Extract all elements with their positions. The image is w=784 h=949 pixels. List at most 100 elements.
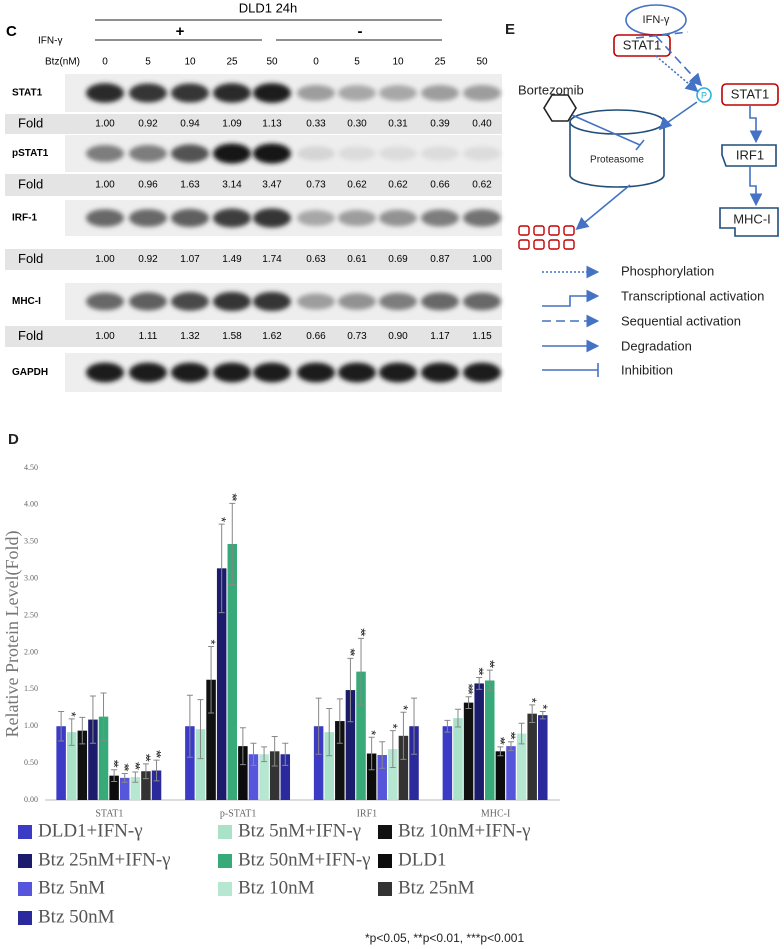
fold-value: 0.92 [138,119,158,130]
band [297,146,335,161]
error-bar [79,716,86,745]
node-shape [721,83,779,106]
fold-value: 0.30 [347,119,367,130]
fold-label: Fold [18,176,43,191]
node-label: P [701,90,707,100]
band [338,85,376,101]
degraded-fragments [518,225,575,250]
error-bar [326,708,333,757]
bar [216,568,227,800]
dose-label: 50 [476,57,488,68]
dose-label: 10 [184,57,196,68]
error-bar [218,523,225,614]
bar [98,716,109,800]
legend-label: Btz 25nM+IFN-γ [38,849,171,870]
band [171,362,209,383]
error-bar [444,719,451,733]
error-bar [465,696,472,710]
band [297,293,335,310]
phospho-circle [696,87,712,103]
panel-label: E [505,21,515,38]
pathway-diagram [518,4,779,377]
fold-value: 0.31 [388,119,408,130]
error-bar [186,694,193,758]
error-bar [379,741,386,769]
significance: * [385,724,400,729]
band [379,85,417,101]
bar [238,746,248,800]
error-bar [153,759,160,782]
node-label: MHC-I [733,211,771,226]
bar [356,671,366,800]
bar [495,751,506,800]
fold-value: 1.13 [262,119,282,130]
protein-label: STAT1 [12,88,43,99]
error-bar [121,772,128,783]
band [213,83,251,103]
x-tick-label: STAT1 [95,808,123,819]
row-label: Btz(nM) [45,57,80,68]
bar [485,680,495,800]
error-bar [239,727,246,766]
significance: * [204,639,219,644]
fold-row [5,114,502,134]
error-bar [529,704,536,724]
band [297,210,335,226]
band [463,209,501,227]
error-bar [58,710,65,742]
band [129,209,167,227]
panel-label: D [8,431,19,448]
bar [130,777,141,800]
x-tick-label: MHC-I [481,808,510,819]
fold-value: 0.33 [306,119,326,130]
bar [366,753,377,800]
fold-value: 1.62 [262,331,282,342]
fold-value: 0.62 [472,180,492,191]
fold-value: 3.14 [222,180,242,191]
band [171,83,209,103]
error-bar [400,711,407,760]
significance: ** [117,763,132,771]
bar [195,729,206,800]
band [253,208,291,228]
x-tick-label: IRF1 [357,808,378,819]
bar [463,702,474,800]
bar [109,775,119,800]
bar [538,715,548,800]
y-tick-label: 4.00 [24,500,38,509]
legend-label: Btz 5nM [38,877,105,898]
legend-label: Btz 50nM+IFN-γ [238,849,371,870]
arrow [749,167,763,207]
band [421,84,459,102]
protein-label: IRF-1 [12,213,37,224]
bar [442,726,453,800]
band [213,291,251,312]
fold-value: 0.66 [430,180,450,191]
significance: * [64,712,79,717]
error-bar [486,669,493,692]
significance: ** [493,737,508,745]
legend-label: Btz 10nM+IFN-γ [398,820,531,841]
fold-value: 1.15 [472,331,492,342]
bar [506,746,516,800]
band [253,362,291,383]
significance: ** [107,760,122,768]
legend-label: DLD1+IFN-γ [38,820,143,841]
legend-swatch [218,854,232,868]
bar-chart: 0.00 0.50 1.00 1.50 2.00 2.50 3.00 3.50 4.00 4.50… [2,463,560,927]
bar [280,754,291,800]
legend-line [542,289,600,307]
legend-label: Btz 10nM [238,877,315,898]
protein-label: MHC-I [12,296,41,307]
legend-swatch [18,854,32,868]
band [86,209,124,227]
node-label: Bortezomib [518,82,584,97]
fold-value: 0.62 [388,180,408,191]
band [463,84,501,102]
bar [56,726,66,800]
bar [185,726,195,800]
error-bar [250,742,257,766]
y-axis-label: Relative Protein Level(Fold) [2,531,23,738]
error-bar [282,742,289,766]
bar [388,749,398,800]
